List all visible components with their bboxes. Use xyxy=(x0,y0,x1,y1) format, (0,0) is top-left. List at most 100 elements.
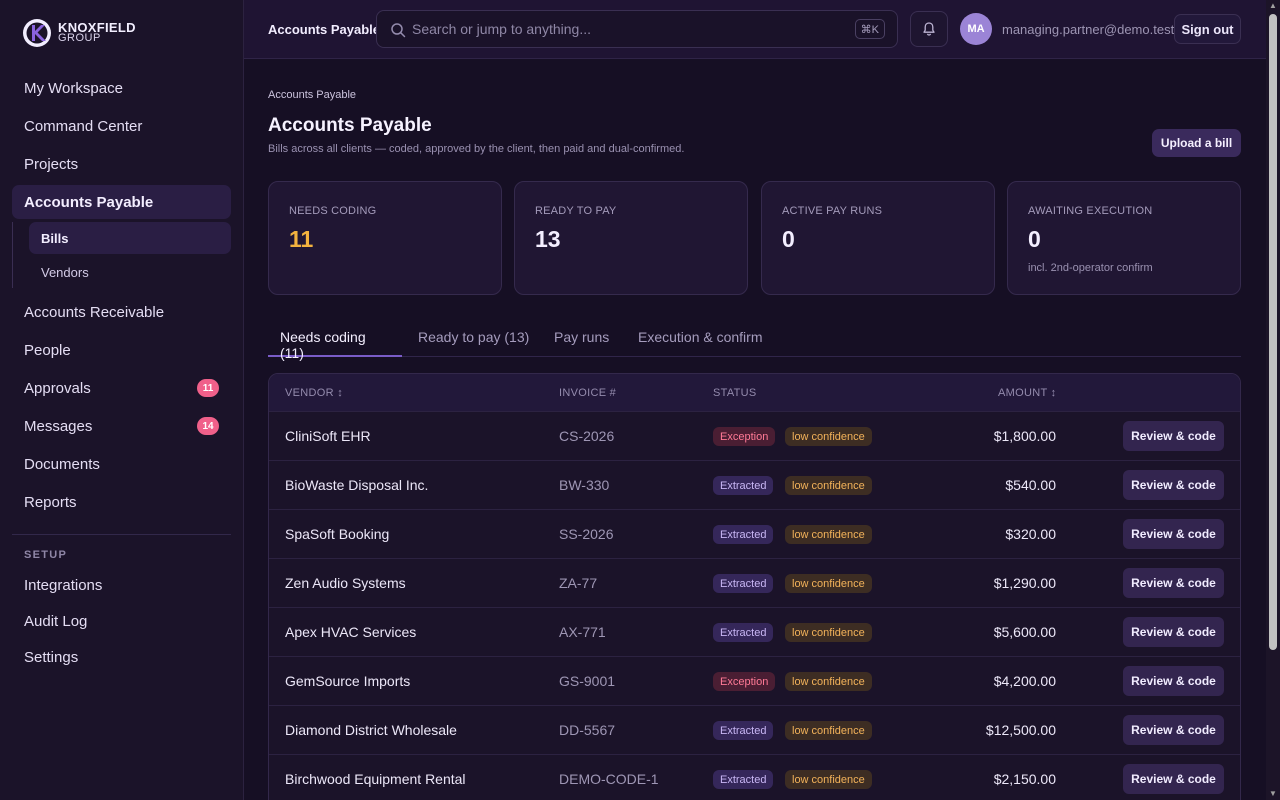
sidebar-item-messages[interactable]: Messages 14 xyxy=(12,409,231,443)
stat-value: 0 xyxy=(1028,226,1041,252)
confidence-badge: low confidence xyxy=(785,574,872,593)
invoice-cell: BW-330 xyxy=(559,477,610,493)
amount-cell: $2,150.00 xyxy=(993,771,1056,787)
page-scrollbar[interactable]: ▲ ▼ xyxy=(1266,0,1280,800)
vendor-cell: SpaSoft Booking xyxy=(285,526,390,542)
global-search[interactable]: ⌘K xyxy=(376,10,898,48)
sidebar-item-accounts-payable[interactable]: Accounts Payable xyxy=(12,185,231,219)
stat-card-active-pay-runs: ACTIVE PAY RUNS 0 xyxy=(761,181,995,295)
vendor-cell: Diamond District Wholesale xyxy=(285,722,457,738)
notifications-button[interactable] xyxy=(910,11,948,47)
stat-card-awaiting-execution: AWAITING EXECUTION 0 incl. 2nd-operator … xyxy=(1007,181,1241,295)
table-row[interactable]: CliniSoft EHR CS-2026 Exception low confide… xyxy=(269,411,1240,460)
sidebar-item-accounts-receivable[interactable]: Accounts Receivable xyxy=(24,303,165,321)
sidebar-item-command-center[interactable]: Command Center xyxy=(24,117,143,135)
table-row[interactable]: Apex HVAC Services AX-771 Extracted low con… xyxy=(269,607,1240,656)
stat-card-ready-to-pay: READY TO PAY 13 xyxy=(514,181,748,295)
amount-cell: $320.00 xyxy=(1005,526,1056,542)
scrollbar-thumb[interactable] xyxy=(1269,14,1277,650)
stat-label: ACTIVE PAY RUNS xyxy=(782,205,883,217)
review-code-button[interactable]: Review & code xyxy=(1123,617,1224,647)
vendor-cell: GemSource Imports xyxy=(285,673,411,689)
scroll-down-arrow-icon[interactable]: ▼ xyxy=(1269,789,1277,798)
review-code-button[interactable]: Review & code xyxy=(1123,715,1224,745)
amount-cell: $5,600.00 xyxy=(993,624,1056,640)
invoice-cell: DD-5567 xyxy=(559,722,616,738)
search-input[interactable] xyxy=(412,11,842,47)
review-code-button[interactable]: Review & code xyxy=(1123,764,1224,794)
tab-pay-runs[interactable]: Pay runs xyxy=(554,329,610,345)
status-badge: Extracted xyxy=(713,574,774,593)
knoxfield-logo-icon xyxy=(23,19,51,47)
confidence-badge: low confidence xyxy=(785,623,872,642)
tab-execution-confirm[interactable]: Execution & confirm xyxy=(638,329,763,345)
invoice-cell: CS-2026 xyxy=(559,428,615,444)
column-header-vendor[interactable]: VENDOR ↕ xyxy=(285,387,344,399)
approvals-count-badge: 11 xyxy=(197,379,219,397)
stat-label: READY TO PAY xyxy=(535,205,617,217)
status-badge: Extracted xyxy=(713,525,774,544)
tab-needs-coding[interactable]: Needs coding (11) xyxy=(268,321,402,361)
messages-count-badge: 14 xyxy=(197,417,219,435)
brand-logo-link[interactable]: KNOXFIELD GROUP xyxy=(22,18,136,48)
sidebar-item-label: Messages xyxy=(24,417,93,435)
invoice-cell: AX-771 xyxy=(559,624,606,640)
avatar[interactable]: MA xyxy=(960,13,992,45)
amount-cell: $1,800.00 xyxy=(993,428,1056,444)
amount-cell: $540.00 xyxy=(1005,477,1056,493)
amount-cell: $12,500.00 xyxy=(985,722,1056,738)
review-code-button[interactable]: Review & code xyxy=(1123,421,1224,451)
stat-value: 0 xyxy=(782,226,795,252)
sidebar-item-my-workspace[interactable]: My Workspace xyxy=(24,79,123,97)
upload-bill-button[interactable]: Upload a bill xyxy=(1152,129,1241,157)
vendor-cell: Apex HVAC Services xyxy=(285,624,417,640)
tab-ready-to-pay[interactable]: Ready to pay (13) xyxy=(418,329,530,345)
page-subtitle: Bills across all clients — coded, approv… xyxy=(268,143,685,155)
status-badge: Exception xyxy=(713,427,776,446)
scroll-up-arrow-icon[interactable]: ▲ xyxy=(1269,1,1277,10)
breadcrumb[interactable]: Accounts Payable xyxy=(268,89,357,101)
invoice-cell: SS-2026 xyxy=(559,526,614,542)
ap-tabs: Needs coding (11) Ready to pay (13) Pay … xyxy=(268,321,1241,361)
table-row[interactable]: Birchwood Equipment Rental DEMO-CODE-1 Ext… xyxy=(269,754,1240,800)
top-bar-title: Accounts Payable xyxy=(268,22,380,37)
table-row[interactable]: GemSource Imports GS-9001 Exception low con… xyxy=(269,656,1240,705)
status-badge: Extracted xyxy=(713,623,774,642)
table-row[interactable]: Diamond District Wholesale DD-5567 Extract… xyxy=(269,705,1240,754)
table-row[interactable]: SpaSoft Booking SS-2026 Extracted low confi… xyxy=(269,509,1240,558)
sidebar-item-people[interactable]: People xyxy=(24,341,71,359)
page-title: Accounts Payable xyxy=(268,115,432,136)
column-header-amount[interactable]: AMOUNT ↕ xyxy=(998,387,1057,399)
table-row[interactable]: Zen Audio Systems ZA-77 Extracted low confi… xyxy=(269,558,1240,607)
review-code-button[interactable]: Review & code xyxy=(1123,519,1224,549)
sidebar-subitem-vendors[interactable]: Vendors xyxy=(41,264,89,280)
vendor-cell: CliniSoft EHR xyxy=(285,428,371,444)
amount-cell: $1,290.00 xyxy=(993,575,1056,591)
column-header-status: STATUS xyxy=(713,387,757,399)
sidebar-item-projects[interactable]: Projects xyxy=(24,155,79,173)
column-header-invoice: INVOICE # xyxy=(559,387,617,399)
stat-value: 11 xyxy=(289,226,314,252)
sign-out-button[interactable]: Sign out xyxy=(1174,14,1241,44)
sidebar-item-approvals[interactable]: Approvals 11 xyxy=(12,371,231,405)
invoice-cell: DEMO-CODE-1 xyxy=(559,771,659,787)
top-bar: Accounts Payable ⌘K MA managing.partner@… xyxy=(244,0,1266,59)
stat-note: incl. 2nd-operator confirm xyxy=(1028,262,1153,274)
confidence-badge: low confidence xyxy=(785,525,872,544)
sidebar-item-documents[interactable]: Documents xyxy=(24,455,100,473)
setup-section-label: SETUP xyxy=(24,549,68,561)
bell-icon xyxy=(923,22,935,36)
stat-value: 13 xyxy=(535,226,561,252)
review-code-button[interactable]: Review & code xyxy=(1123,470,1224,500)
sidebar-item-audit-log[interactable]: Audit Log xyxy=(24,612,88,630)
vendor-cell: BioWaste Disposal Inc. xyxy=(285,477,429,493)
review-code-button[interactable]: Review & code xyxy=(1123,568,1224,598)
sidebar-item-reports[interactable]: Reports xyxy=(24,493,77,511)
table-row[interactable]: BioWaste Disposal Inc. BW-330 Extracted low… xyxy=(269,460,1240,509)
confidence-badge: low confidence xyxy=(785,427,872,446)
review-code-button[interactable]: Review & code xyxy=(1123,666,1224,696)
sidebar-item-integrations[interactable]: Integrations xyxy=(24,576,103,594)
sidebar-item-settings[interactable]: Settings xyxy=(24,648,79,666)
stat-label: AWAITING EXECUTION xyxy=(1028,205,1153,217)
sidebar-subitem-bills[interactable]: Bills xyxy=(29,222,231,254)
